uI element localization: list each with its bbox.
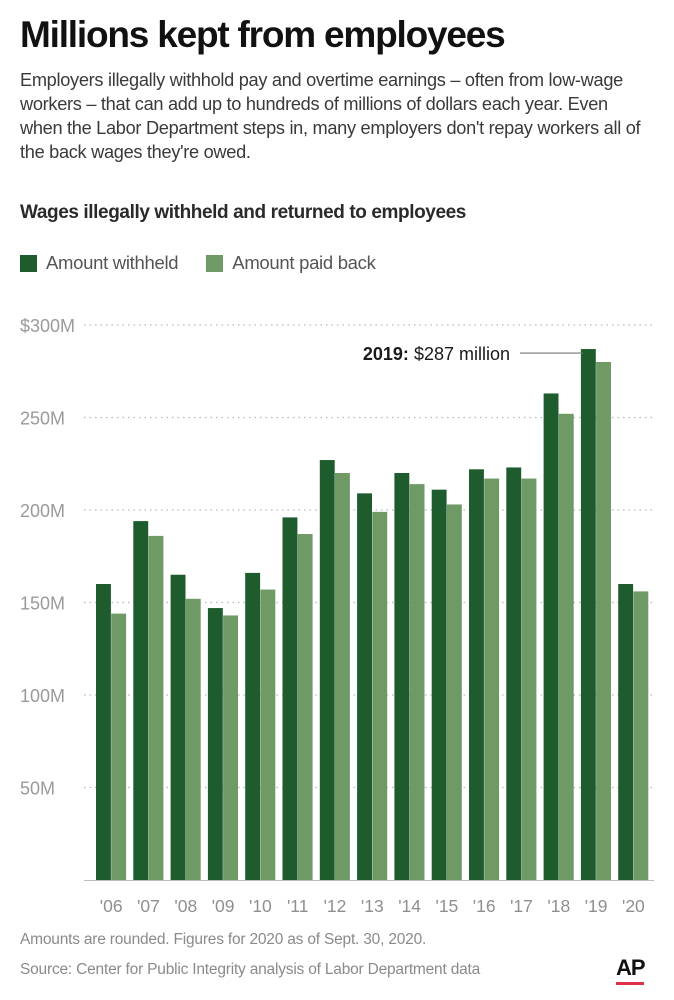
bar-withheld bbox=[245, 572, 261, 880]
bar-withheld bbox=[431, 489, 447, 880]
bar-paid-back bbox=[223, 615, 238, 880]
bar-withheld bbox=[357, 493, 372, 880]
page-subtitle: Employers illegally withhold pay and ove… bbox=[20, 70, 641, 162]
bar-withheld bbox=[469, 469, 484, 880]
ap-logo: AP bbox=[616, 955, 646, 987]
bar-paid-back bbox=[297, 534, 313, 880]
bar-withheld bbox=[96, 584, 111, 880]
bar-withheld bbox=[506, 467, 522, 880]
bar-paid-back bbox=[372, 511, 388, 880]
footnote: Amounts are rounded. Figures for 2020 as… bbox=[20, 931, 427, 948]
bar-withheld bbox=[543, 393, 559, 880]
chart-title: Wages illegally withheld and returned to… bbox=[20, 202, 466, 223]
y-tick-label: 150M bbox=[20, 594, 65, 614]
bar-paid-back bbox=[335, 473, 350, 880]
bar-withheld bbox=[170, 574, 186, 880]
x-tick-label: '14 bbox=[398, 896, 421, 916]
bar-paid-back bbox=[596, 362, 611, 880]
bar-withheld bbox=[394, 473, 410, 880]
y-tick-label: 200M bbox=[20, 501, 65, 521]
x-tick-label: '15 bbox=[435, 896, 458, 916]
bar-paid-back bbox=[148, 535, 164, 880]
bar-withheld bbox=[133, 521, 149, 880]
bar-paid-back bbox=[409, 484, 425, 880]
x-tick-label: '16 bbox=[473, 896, 496, 916]
bar-withheld bbox=[207, 608, 223, 880]
y-tick-label: $300M bbox=[20, 316, 75, 336]
x-tick-label: '20 bbox=[622, 896, 645, 916]
annotation-year: 2019: bbox=[363, 344, 409, 364]
x-tick-label: '19 bbox=[585, 896, 608, 916]
x-tick-label: '07 bbox=[137, 896, 160, 916]
legend-swatch-paid-back bbox=[206, 254, 224, 272]
bar-paid-back bbox=[484, 478, 500, 880]
legend-item-withheld: Amount withheld bbox=[20, 252, 179, 274]
annotation-value: $287 million bbox=[409, 344, 510, 364]
source-credit: Source: Center for Public Integrity anal… bbox=[20, 961, 481, 978]
legend-label-withheld: Amount withheld bbox=[46, 252, 179, 273]
y-tick-label: 100M bbox=[20, 686, 65, 706]
legend-item-paid-back: Amount paid back bbox=[206, 252, 376, 274]
page-title: Millions kept from employees bbox=[20, 14, 506, 55]
ap-logo-bar bbox=[616, 982, 644, 985]
chart-legend: Amount withheld Amount paid back bbox=[20, 252, 404, 274]
x-tick-label: '12 bbox=[324, 896, 347, 916]
x-tick-label: '10 bbox=[249, 896, 272, 916]
bar-withheld bbox=[282, 517, 298, 880]
bar-paid-back bbox=[446, 504, 462, 880]
bar-withheld bbox=[580, 349, 596, 880]
y-tick-label: 50M bbox=[20, 779, 55, 799]
bar-paid-back bbox=[558, 413, 574, 880]
x-tick-label: '11 bbox=[287, 896, 309, 916]
annotation-label: 2019: $287 million bbox=[363, 344, 510, 364]
ap-logo-text: AP bbox=[616, 955, 646, 980]
bar-paid-back bbox=[260, 589, 276, 880]
bar-chart: $300M 250M 200M 150M 100M 50M '06 '07 '08 '09 '10 '… bbox=[20, 316, 654, 916]
legend-label-paid-back: Amount paid back bbox=[232, 252, 376, 273]
bar-paid-back bbox=[633, 591, 649, 880]
x-tick-label: '18 bbox=[547, 896, 570, 916]
x-tick-label: '09 bbox=[212, 896, 235, 916]
bar-withheld bbox=[319, 460, 335, 880]
x-tick-label: '08 bbox=[174, 896, 197, 916]
bar-paid-back bbox=[111, 613, 127, 880]
bar-withheld bbox=[618, 584, 634, 880]
bar-paid-back bbox=[185, 598, 201, 880]
legend-swatch-withheld bbox=[20, 254, 37, 272]
x-tick-label: '13 bbox=[361, 896, 384, 916]
bar-paid-back bbox=[521, 478, 537, 880]
x-tick-label: '06 bbox=[100, 896, 123, 916]
x-tick-label: '17 bbox=[510, 896, 533, 916]
y-tick-label: 250M bbox=[20, 409, 65, 429]
